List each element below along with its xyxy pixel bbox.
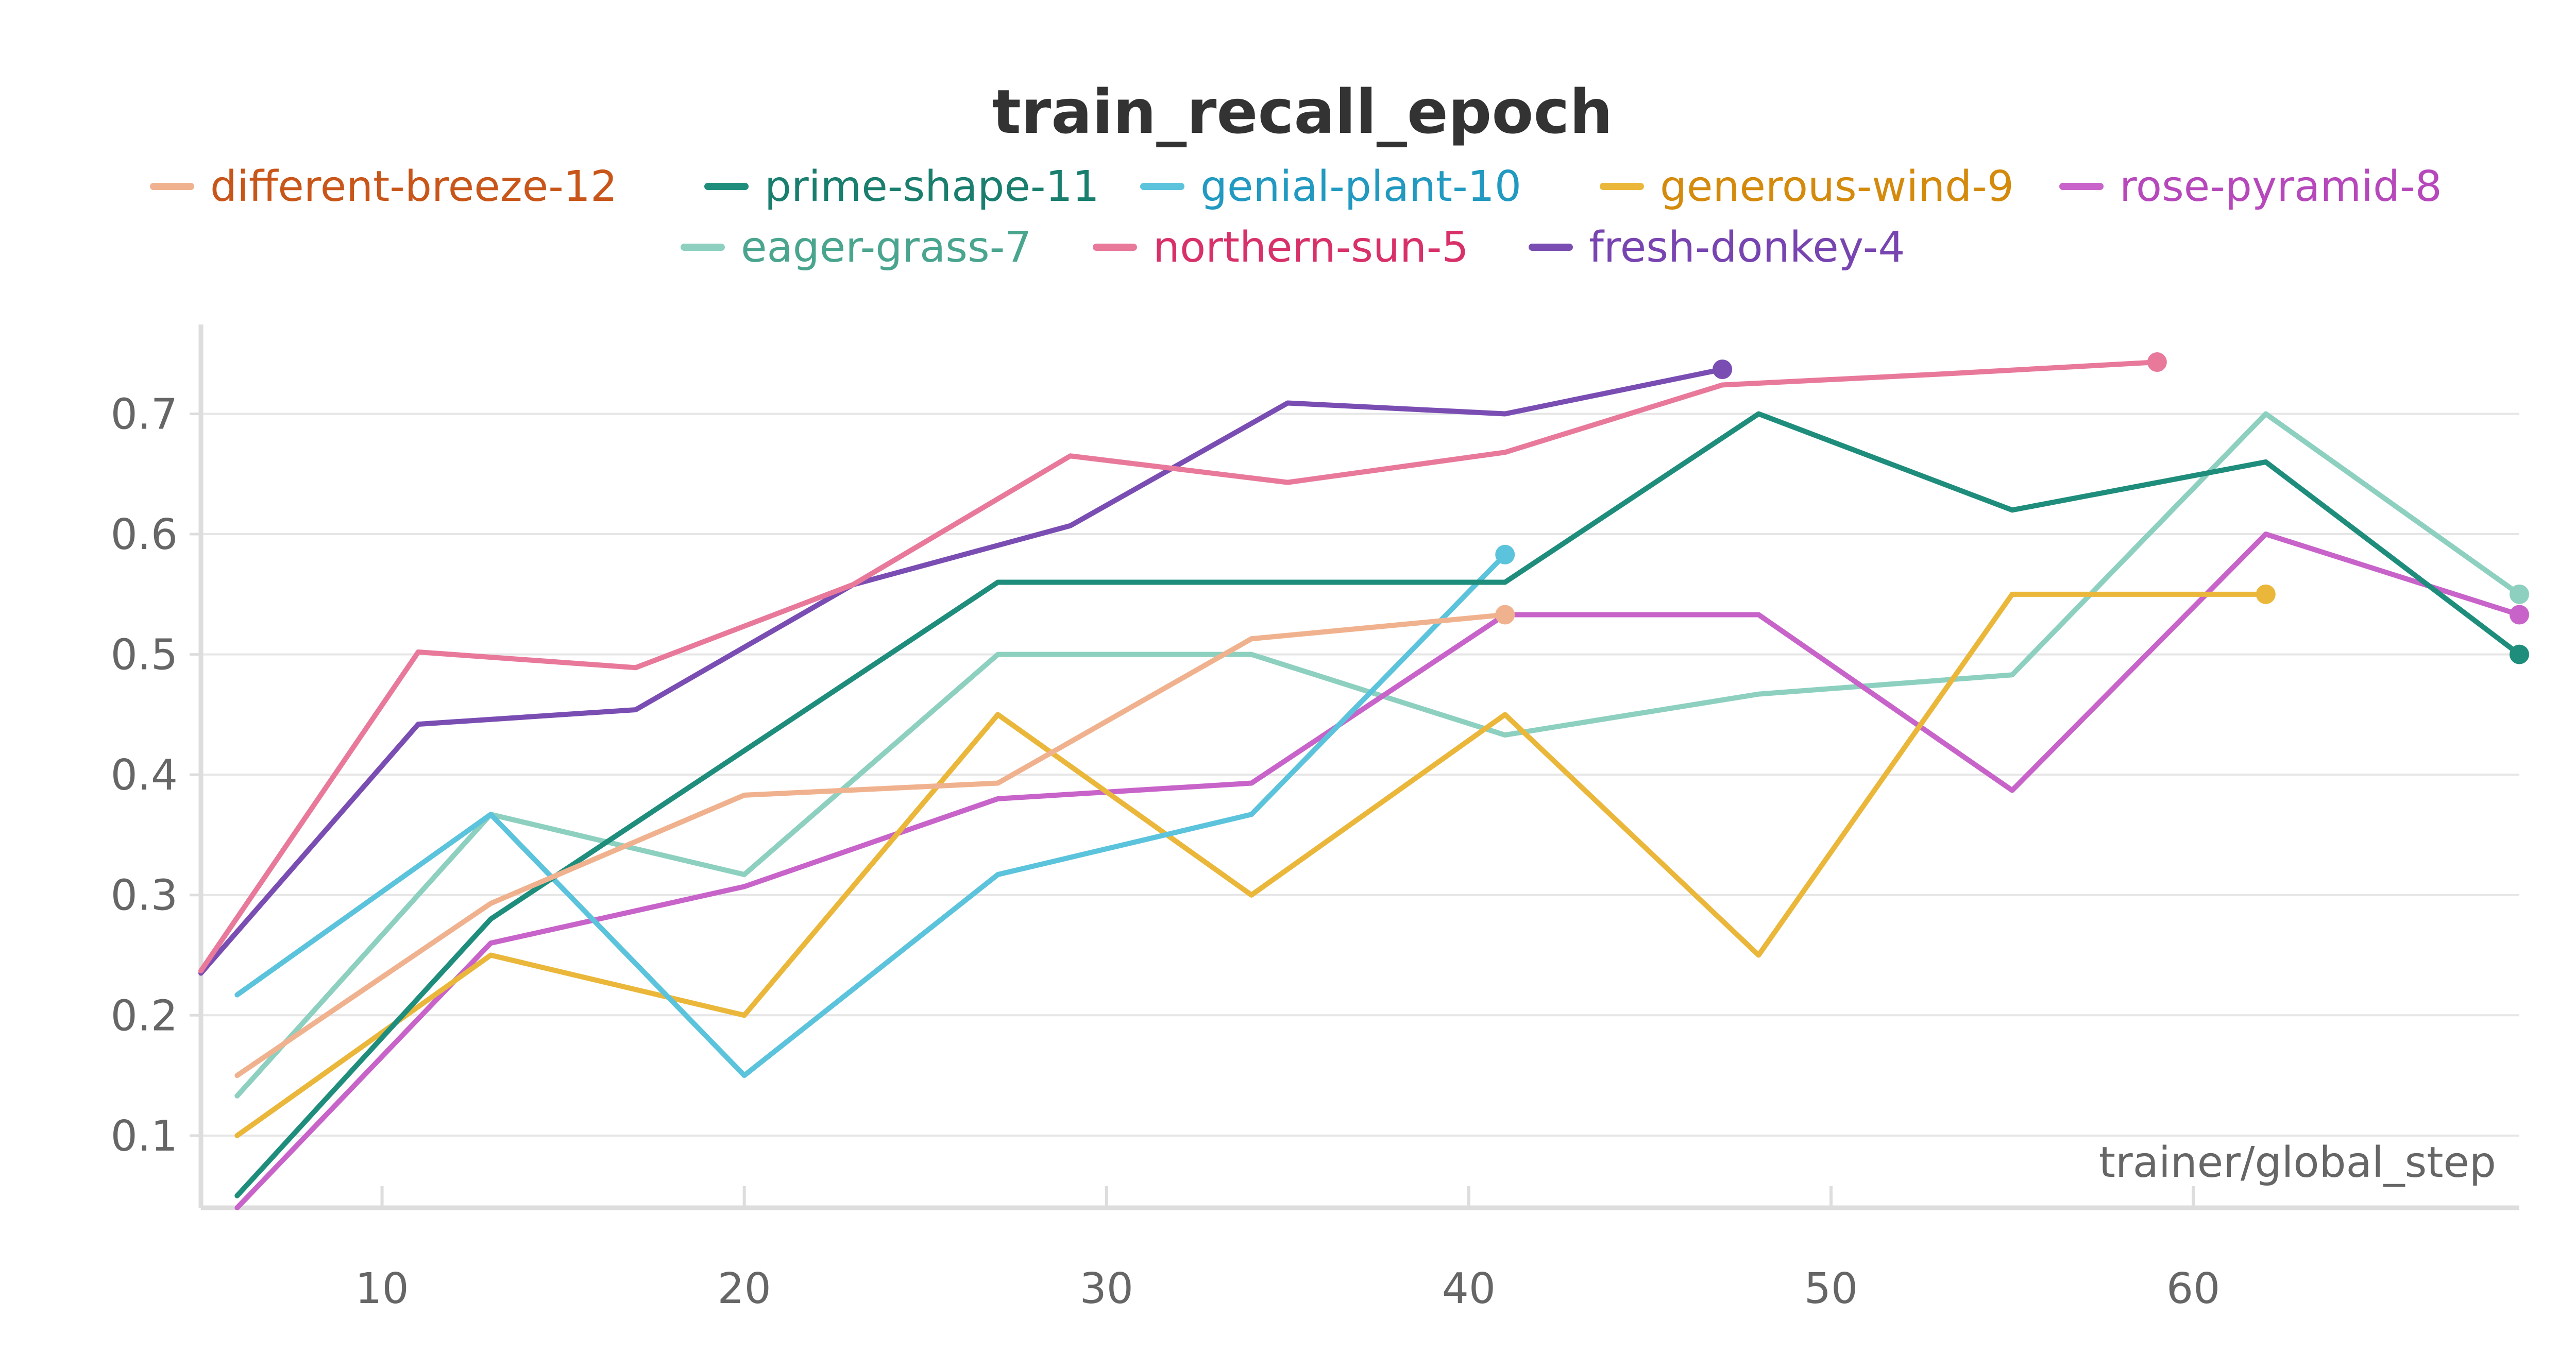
x-tick-label: 60 — [2166, 1264, 2220, 1313]
x-tick-label: 40 — [1442, 1264, 1496, 1313]
y-tick-label: 0.6 — [111, 510, 178, 559]
legend[interactable]: different-breeze-12 prime-shape-11 genial-… — [150, 162, 2442, 272]
legend-item-different-breeze-12[interactable]: different-breeze-12 — [150, 162, 617, 211]
axes — [190, 324, 2519, 1210]
series-endpoint-northern-sun-5 — [2147, 352, 2167, 372]
legend-item-prime-shape-11[interactable]: prime-shape-11 — [704, 162, 1099, 211]
chart-title: train_recall_epoch — [992, 76, 1613, 147]
series-endpoint-fresh-donkey-4 — [1713, 359, 1733, 380]
legend-item-northern-sun-5[interactable]: northern-sun-5 — [1093, 223, 1469, 272]
series-endpoint-genial-plant-10 — [1495, 544, 1515, 564]
x-tick-label: 20 — [718, 1264, 771, 1313]
legend-item-fresh-donkey-4[interactable]: fresh-donkey-4 — [1529, 223, 1905, 272]
legend-label: generous-wind-9 — [1660, 162, 2014, 211]
legend-label: genial-plant-10 — [1200, 162, 1521, 211]
legend-label: prime-shape-11 — [765, 162, 1099, 211]
tick-labels: 0.1 0.2 0.3 0.4 0.5 0.6 0.7 10 20 30 40 50 60 — [111, 390, 2221, 1313]
legend-label: eager-grass-7 — [741, 223, 1031, 272]
series-line-northern-sun-5[interactable] — [198, 359, 2160, 973]
x-tick-label: 10 — [355, 1264, 409, 1313]
grid-lines — [201, 413, 2519, 1137]
y-tick-label: 0.3 — [111, 871, 178, 920]
series-line-generous-wind-9[interactable] — [234, 591, 2268, 1138]
x-tick-label: 50 — [1804, 1264, 1858, 1313]
x-axis-title: trainer/global_step — [2099, 1138, 2496, 1187]
legend-item-genial-plant-10[interactable]: genial-plant-10 — [1140, 162, 1521, 211]
series-line-prime-shape-11[interactable] — [234, 411, 2522, 1198]
legend-label: fresh-donkey-4 — [1589, 223, 1905, 272]
y-tick-label: 0.2 — [111, 991, 178, 1040]
legend-item-rose-pyramid-8[interactable]: rose-pyramid-8 — [2059, 162, 2442, 211]
series-line-fresh-donkey-4[interactable] — [198, 367, 1725, 976]
series-endpoint-different-breeze-12 — [1495, 605, 1515, 625]
legend-label: rose-pyramid-8 — [2120, 162, 2442, 211]
series-endpoints — [1495, 352, 2529, 664]
legend-item-generous-wind-9[interactable]: generous-wind-9 — [1600, 162, 2014, 211]
y-tick-label: 0.1 — [111, 1112, 178, 1161]
y-tick-label: 0.4 — [111, 751, 178, 800]
legend-item-eager-grass-7[interactable]: eager-grass-7 — [681, 223, 1031, 272]
series-line-genial-plant-10[interactable] — [234, 552, 1508, 1078]
y-tick-label: 0.7 — [111, 390, 178, 439]
legend-label: northern-sun-5 — [1153, 223, 1469, 272]
series-endpoint-generous-wind-9 — [2256, 584, 2276, 604]
y-tick-label: 0.5 — [111, 631, 178, 680]
series-endpoint-rose-pyramid-8 — [2510, 605, 2529, 625]
legend-label: different-breeze-12 — [210, 162, 617, 211]
series-lines — [198, 359, 2522, 1210]
x-tick-label: 30 — [1080, 1264, 1133, 1313]
series-endpoint-eager-grass-7 — [2510, 584, 2529, 604]
series-line-different-breeze-12[interactable] — [234, 612, 1508, 1078]
series-line-rose-pyramid-8[interactable] — [234, 532, 2522, 1210]
series-endpoint-prime-shape-11 — [2510, 644, 2529, 664]
series-line-eager-grass-7[interactable] — [234, 411, 2522, 1099]
